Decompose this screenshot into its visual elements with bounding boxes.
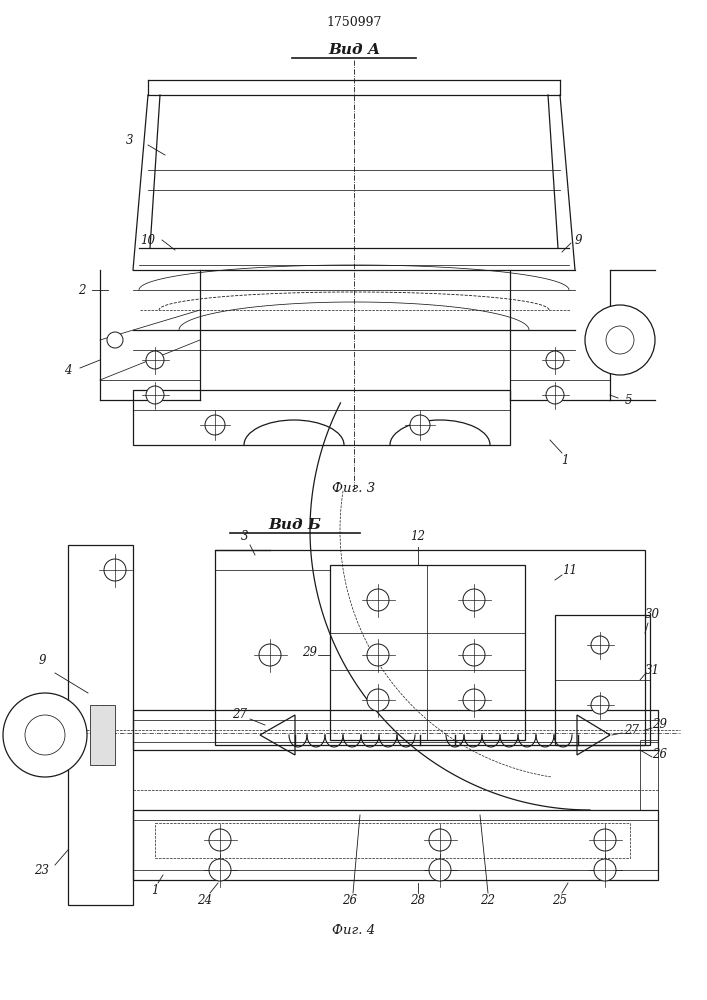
Bar [215, 550, 645, 745]
Text: 26: 26 [653, 748, 667, 762]
Text: 26: 26 [342, 894, 358, 906]
Text: 24: 24 [197, 894, 213, 906]
Circle shape [463, 644, 485, 666]
Circle shape [463, 689, 485, 711]
Circle shape [463, 589, 485, 611]
Circle shape [585, 305, 655, 375]
Text: 22: 22 [481, 894, 496, 906]
Bar [555, 615, 650, 745]
Text: Фиг. 3: Фиг. 3 [332, 482, 375, 494]
Circle shape [594, 829, 616, 851]
Circle shape [429, 829, 451, 851]
Text: 28: 28 [411, 894, 426, 906]
Circle shape [410, 415, 430, 435]
Text: 12: 12 [411, 530, 426, 544]
Text: 11: 11 [563, 564, 578, 576]
Circle shape [25, 715, 65, 755]
Circle shape [546, 351, 564, 369]
Bar [133, 720, 658, 742]
Bar [90, 705, 115, 765]
Text: 31: 31 [645, 664, 660, 676]
Text: Фиг. 4: Фиг. 4 [332, 924, 375, 936]
Circle shape [591, 696, 609, 714]
Circle shape [367, 644, 389, 666]
Circle shape [209, 859, 231, 881]
Circle shape [146, 386, 164, 404]
Circle shape [606, 326, 634, 354]
Bar [68, 545, 133, 905]
Text: 23: 23 [35, 863, 49, 876]
Bar [133, 390, 510, 445]
Bar [640, 740, 658, 810]
Circle shape [546, 386, 564, 404]
Circle shape [107, 332, 123, 348]
Circle shape [205, 415, 225, 435]
Bar [155, 823, 630, 858]
Text: 30: 30 [645, 608, 660, 621]
Circle shape [3, 693, 87, 777]
Text: 4: 4 [64, 363, 71, 376]
Text: 10: 10 [141, 233, 156, 246]
Text: 1750997: 1750997 [327, 15, 382, 28]
Bar [133, 820, 658, 870]
Circle shape [104, 559, 126, 581]
Circle shape [146, 351, 164, 369]
Text: 29: 29 [653, 718, 667, 732]
Text: 25: 25 [552, 894, 568, 906]
Text: 2: 2 [78, 284, 86, 296]
Text: 9: 9 [38, 654, 46, 666]
Text: 29: 29 [303, 647, 317, 660]
Bar [133, 810, 658, 880]
Bar [133, 710, 658, 750]
Text: 9: 9 [574, 233, 582, 246]
Circle shape [367, 689, 389, 711]
Circle shape [591, 636, 609, 654]
Circle shape [429, 859, 451, 881]
Text: 27: 27 [624, 724, 640, 736]
Text: 1: 1 [561, 454, 568, 466]
Text: Вид А: Вид А [328, 43, 380, 57]
Circle shape [367, 589, 389, 611]
Circle shape [259, 644, 281, 666]
Text: 27: 27 [233, 708, 247, 722]
Text: 3: 3 [127, 133, 134, 146]
Text: 3: 3 [241, 530, 249, 544]
Circle shape [209, 829, 231, 851]
Circle shape [594, 859, 616, 881]
Text: Вид Б: Вид Б [269, 518, 322, 532]
Text: 1: 1 [151, 884, 159, 896]
Text: 5: 5 [624, 393, 632, 406]
Bar [330, 565, 525, 740]
